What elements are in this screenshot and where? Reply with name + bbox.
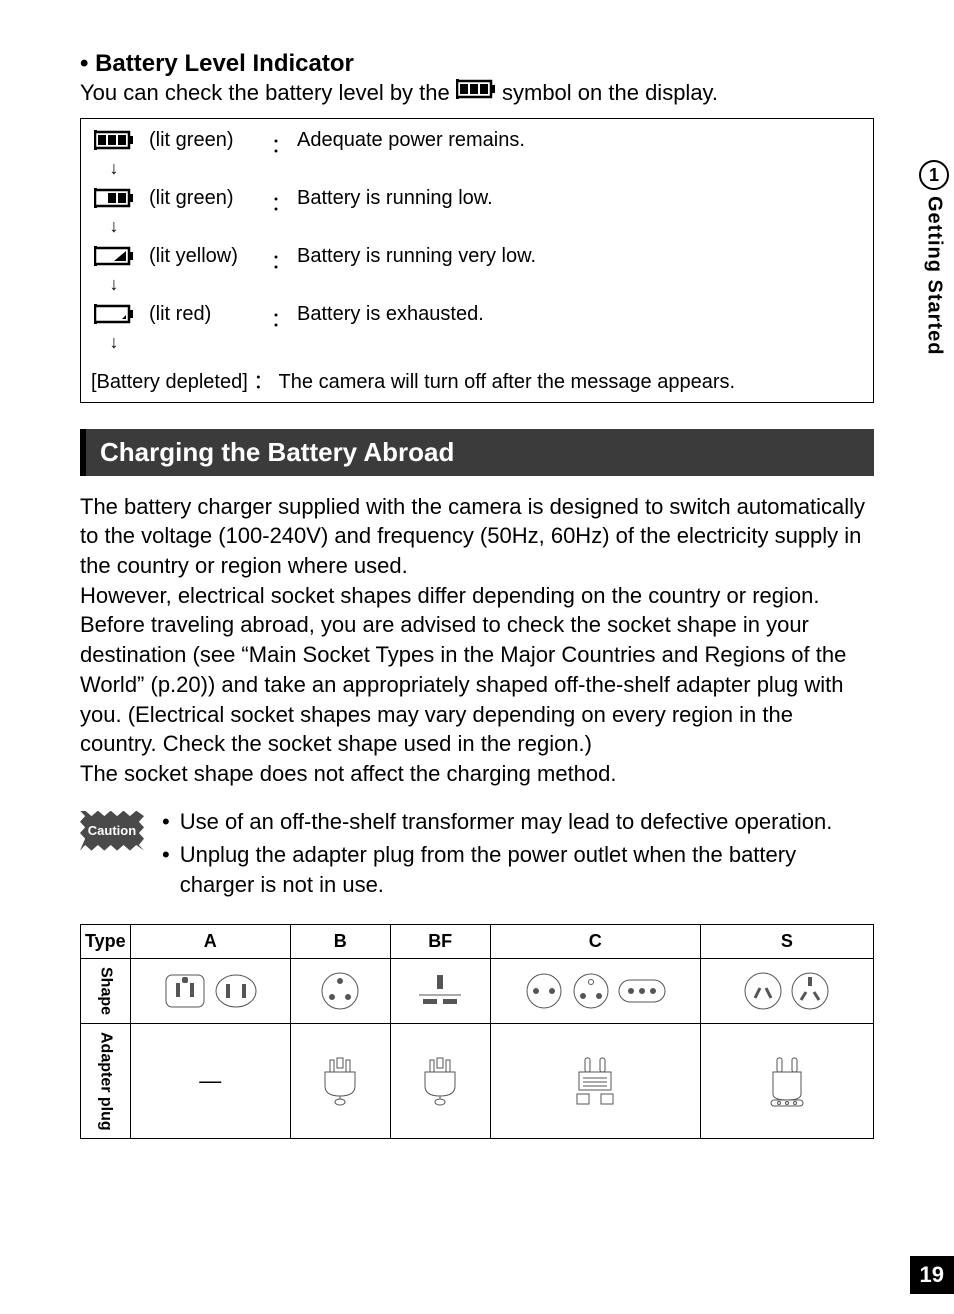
shape-bf [390,958,490,1023]
battery-row-desc: Battery is running low. [297,187,863,210]
battery-depleted-desc: The camera will turn off after the messa… [279,371,736,393]
down-arrow-icon: ↓ [110,216,119,237]
battery-row-color: (lit green) [149,187,259,210]
battery-icon-col: ↓ [91,303,137,353]
table-row: Type A B BF C S [81,924,874,958]
battery-indicator-row: ↓ (lit green) ： Battery is running low. [91,187,863,237]
down-arrow-icon: ↓ [110,332,119,353]
chapter-number-circle: 1 [919,160,949,190]
adapter-bf [390,1023,490,1139]
battery-level-icon [94,129,134,156]
battery-heading-text: Battery Level Indicator [95,50,354,77]
plug-type-table: Type A B BF C S Shape [80,924,874,1140]
caution-item: •Unplug the adapter plug from the power … [162,840,874,899]
shape-c [490,958,700,1023]
colon: ： [271,187,285,216]
table-row: Adapter plug — [81,1023,874,1139]
table-head-b: B [290,924,390,958]
battery-icon-col: ↓ [91,187,137,237]
battery-depleted-label: [Battery depleted] [91,371,248,393]
battery-level-icon [94,187,134,214]
battery-row-color: (lit green) [149,129,259,152]
battery-intro: You can check the battery level by the s… [80,78,874,108]
battery-intro-after: symbol on the display. [502,80,718,105]
battery-icon [456,78,496,100]
chapter-number: 1 [929,165,939,186]
caution-badge-label: Caution [88,823,136,838]
battery-section-heading: • Battery Level Indicator [80,50,874,78]
bullet-icon: • [162,840,170,899]
colon: ： [253,371,273,393]
caution-list: • Use of an off-the-shelf transformer may… [162,807,874,904]
caution-item-text: Unplug the adapter plug from the power o… [180,840,874,899]
battery-row-desc: Adequate power remains. [297,129,863,152]
battery-row-color: (lit red) [149,303,259,326]
battery-row-desc: Battery is running very low. [297,245,863,268]
page-number: 19 [910,1256,954,1294]
adapter-a: — [130,1023,290,1139]
table-head-c: C [490,924,700,958]
table-head-type: Type [81,924,131,958]
battery-indicator-row: ↓ (lit yellow) ： Battery is running very lo… [91,245,863,295]
battery-icon-col: ↓ [91,129,137,179]
battery-level-icon [94,245,134,272]
colon: ： [271,129,285,158]
table-head-a: A [130,924,290,958]
abroad-paragraph: The battery charger supplied with the ca… [80,492,874,789]
caution-badge-icon: Caution [80,811,144,851]
battery-indicator-row: ↓ (lit green) ： Adequate power remains. [91,129,863,179]
battery-indicator-box: ↓ (lit green) ： Adequate power remains. ↓ (li… [80,118,874,403]
table-head-bf: BF [390,924,490,958]
chapter-side-tab: 1 Getting Started [914,160,954,355]
down-arrow-icon: ↓ [110,158,119,179]
shape-b [290,958,390,1023]
battery-row-desc: Battery is exhausted. [297,303,863,326]
shape-s [700,958,873,1023]
battery-icon-col: ↓ [91,245,137,295]
table-row: Shape [81,958,874,1023]
battery-depleted-row: [Battery depleted] ： The camera will tur… [91,361,863,396]
battery-intro-before: You can check the battery level by the [80,80,456,105]
adapter-s [700,1023,873,1139]
battery-indicator-row: ↓ (lit red) ： Battery is exhausted. [91,303,863,353]
down-arrow-icon: ↓ [110,274,119,295]
abroad-heading: Charging the Battery Abroad [80,429,874,476]
chapter-title: Getting Started [923,196,946,355]
caution-item: • Use of an off-the-shelf transformer may… [162,807,874,837]
bullet-icon: • [162,807,170,837]
heading-bullet: • [80,50,88,77]
row-head-adapter: Adapter plug [81,1023,131,1139]
row-head-shape: Shape [81,958,131,1023]
adapter-b [290,1023,390,1139]
caution-block: Caution • Use of an off-the-shelf transfo… [80,807,874,904]
battery-row-color: (lit yellow) [149,245,259,268]
caution-item-text: Use of an off-the-shelf transformer may … [180,807,833,837]
battery-level-icon [94,303,134,330]
shape-a [130,958,290,1023]
adapter-c [490,1023,700,1139]
colon: ： [271,303,285,332]
table-head-s: S [700,924,873,958]
colon: ： [271,245,285,274]
